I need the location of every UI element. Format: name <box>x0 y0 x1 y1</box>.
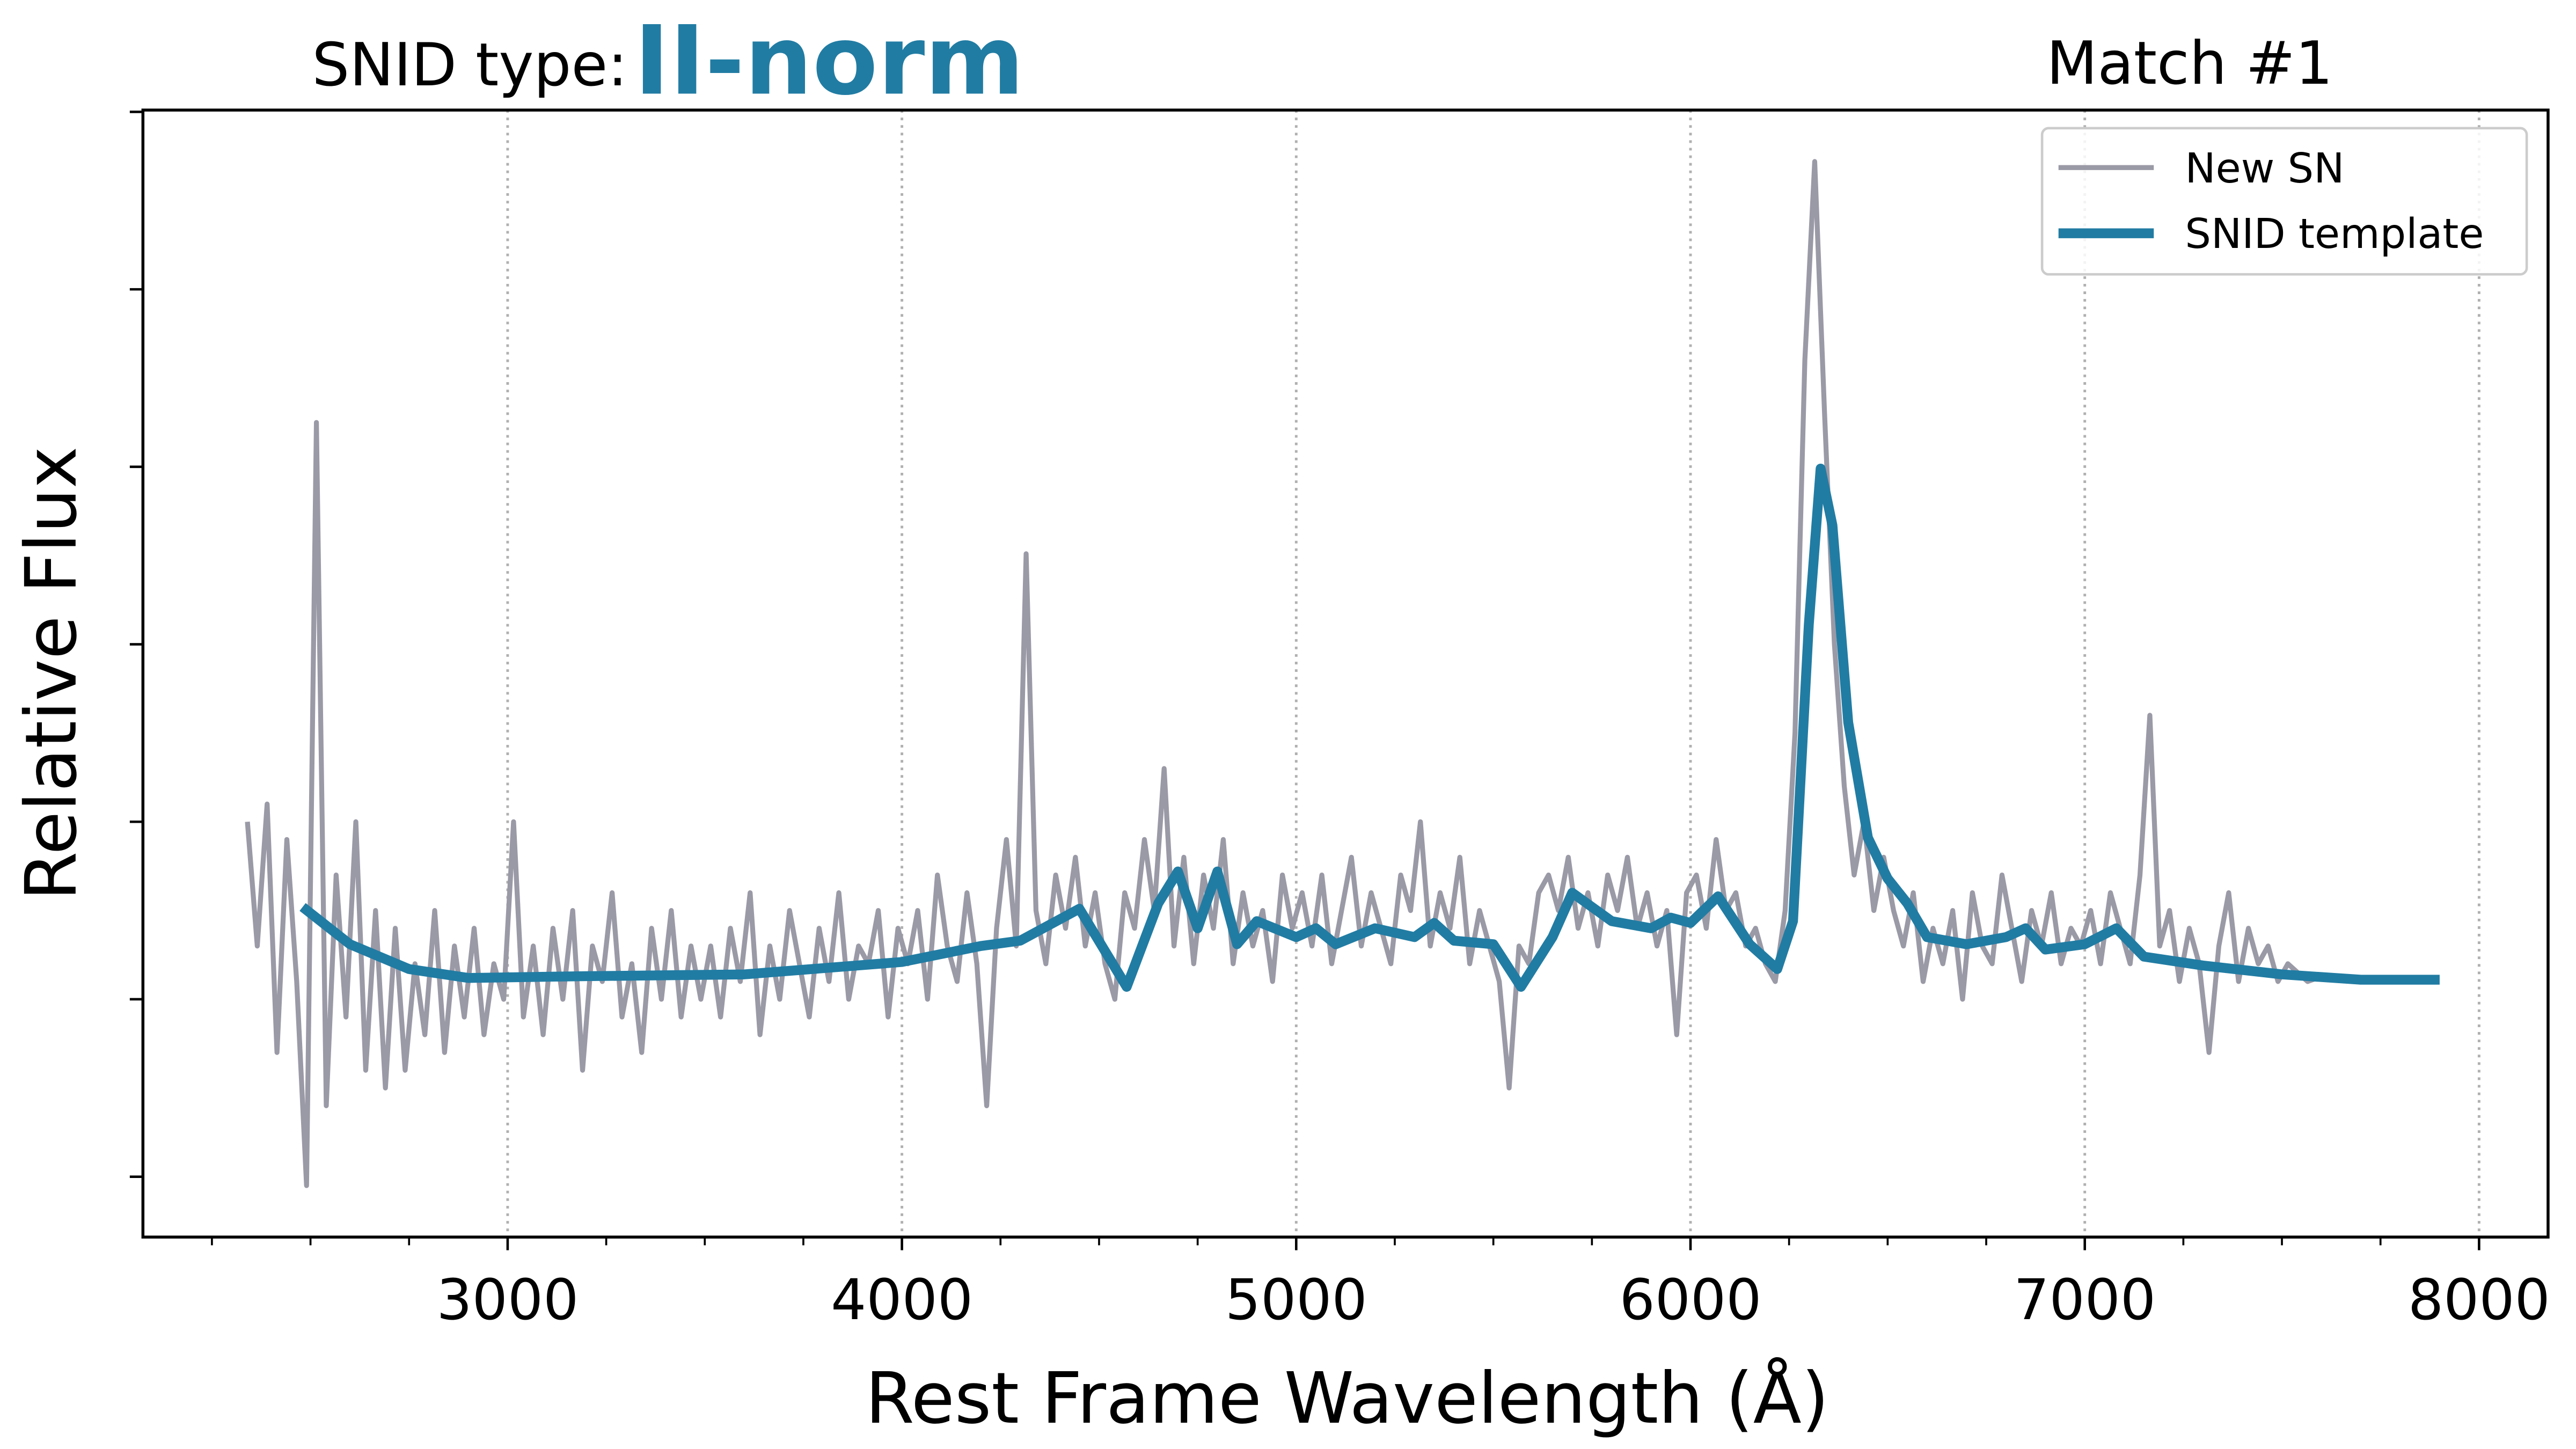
x-tick-label: 3000 <box>436 1267 579 1333</box>
plot-frame <box>141 108 2550 1239</box>
x-tick-label: 4000 <box>831 1267 973 1333</box>
x-tick-label: 7000 <box>2014 1267 2156 1333</box>
legend-label: New SN <box>2185 145 2344 193</box>
x-tick-label: 8000 <box>2408 1267 2550 1333</box>
x-tick-label: 6000 <box>1620 1267 1762 1333</box>
type-label: SNID type: <box>312 31 627 99</box>
match-label: Match #1 <box>2046 29 2333 98</box>
series-line <box>245 159 2318 1188</box>
legend-label: SNID template <box>2185 210 2484 258</box>
type-value: II-norm <box>634 5 1024 116</box>
y-axis-label: Relative Flux <box>11 447 93 901</box>
x-tick-label: 5000 <box>1225 1267 1367 1333</box>
legend-box <box>2040 127 2528 276</box>
series-line <box>299 463 2440 992</box>
x-axis-label: Rest Frame Wavelength (Å) <box>865 1357 1829 1440</box>
